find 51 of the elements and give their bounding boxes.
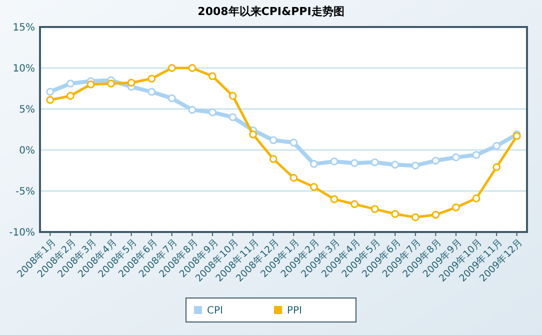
point bbox=[310, 160, 318, 168]
point bbox=[432, 210, 440, 219]
point bbox=[228, 113, 237, 122]
point bbox=[168, 94, 176, 102]
point bbox=[269, 155, 278, 163]
point bbox=[168, 64, 176, 72]
point bbox=[46, 88, 54, 96]
point bbox=[208, 72, 216, 80]
point bbox=[330, 158, 338, 166]
point bbox=[330, 195, 338, 204]
y-tick-label: -5% bbox=[16, 186, 35, 198]
legend-label: CPI bbox=[207, 306, 223, 316]
point bbox=[290, 174, 298, 182]
point bbox=[208, 108, 216, 116]
y-tick-label: 0% bbox=[19, 146, 35, 156]
point bbox=[370, 205, 379, 213]
point bbox=[391, 210, 400, 218]
point bbox=[86, 80, 95, 88]
point bbox=[370, 158, 379, 166]
point bbox=[148, 88, 156, 96]
y-tick-label: 10% bbox=[12, 64, 35, 74]
point bbox=[66, 80, 74, 88]
point bbox=[188, 64, 196, 72]
point bbox=[290, 138, 298, 147]
point bbox=[228, 92, 237, 100]
point bbox=[432, 156, 440, 165]
point bbox=[188, 106, 196, 114]
point bbox=[127, 78, 136, 87]
point bbox=[66, 92, 74, 100]
chart-title: 2008年以来CPI&PPI走势图 bbox=[198, 5, 344, 18]
point bbox=[452, 153, 460, 162]
point bbox=[411, 162, 420, 170]
point bbox=[492, 142, 501, 150]
point bbox=[46, 96, 54, 104]
point bbox=[310, 182, 318, 191]
point bbox=[269, 136, 278, 144]
y-tick-label: 15% bbox=[12, 22, 35, 34]
point bbox=[492, 163, 501, 172]
point bbox=[472, 194, 480, 202]
legend-label: PPI bbox=[287, 306, 302, 316]
point bbox=[350, 200, 358, 208]
point bbox=[148, 74, 156, 83]
point bbox=[472, 150, 480, 159]
y-tick-label: -10% bbox=[9, 228, 35, 238]
point bbox=[107, 80, 115, 88]
point bbox=[249, 130, 258, 138]
point bbox=[452, 203, 460, 212]
point bbox=[411, 213, 420, 222]
point bbox=[350, 159, 358, 168]
point bbox=[391, 160, 400, 169]
y-tick-label: 5% bbox=[19, 104, 35, 116]
